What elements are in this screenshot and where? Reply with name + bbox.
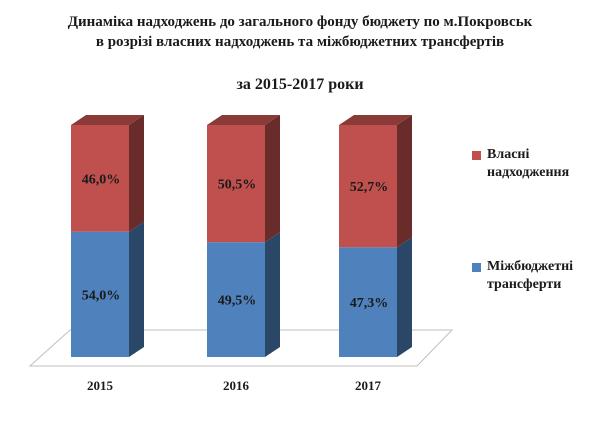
bar-2017-own-revenue-front	[339, 125, 397, 248]
bar-2017-own-revenue-side	[397, 115, 412, 248]
bar-2015-own-revenue-front	[71, 125, 129, 232]
bar-2016-own-revenue-side	[265, 115, 280, 243]
bar-2017-own-revenue-top	[339, 115, 412, 125]
bar-2016-own-revenue-top	[207, 115, 280, 125]
chart-subtitle: за 2015-2017 роки	[236, 76, 364, 93]
legend-label-transfers: Міжбюджетні трансферти	[487, 259, 574, 292]
chart-title-line-2: в розрізі власних надходжень та міжбюдже…	[95, 34, 505, 50]
legend-item-own-revenue: Власні надходження	[472, 146, 597, 182]
legend-label-own-revenue: Власні надходження	[487, 147, 570, 180]
bar-2015-own-revenue-top	[71, 115, 144, 125]
bar-2015-own-revenue-side	[129, 115, 144, 232]
bar-2015-transfers-front	[71, 231, 129, 357]
data-label: 52,7%	[350, 180, 389, 195]
x-tick-label: 2015	[87, 378, 114, 393]
chart-title-line-1: Динаміка надходжень до загального фонду …	[67, 14, 533, 30]
legend-swatch-transfers	[472, 263, 481, 272]
bar-2016-own-revenue-front	[207, 125, 265, 243]
data-label: 54,0%	[82, 288, 121, 303]
data-label: 46,0%	[82, 172, 121, 187]
bar-2016-transfers-side	[265, 232, 280, 357]
data-label: 47,3%	[350, 296, 389, 311]
data-label: 50,5%	[218, 178, 257, 193]
legend-item-transfers: Міжбюджетні трансферти	[472, 258, 597, 294]
legend-swatch-own-revenue	[472, 151, 481, 160]
bar-2017-transfers-front	[339, 247, 397, 357]
x-tick-label: 2017	[355, 378, 382, 393]
bar-2015-transfers-side	[129, 221, 144, 357]
data-label: 49,5%	[218, 294, 257, 309]
bar-2017-transfers-side	[397, 237, 412, 357]
x-tick-label: 2016	[223, 378, 250, 393]
bar-2016-transfers-front	[207, 242, 265, 357]
